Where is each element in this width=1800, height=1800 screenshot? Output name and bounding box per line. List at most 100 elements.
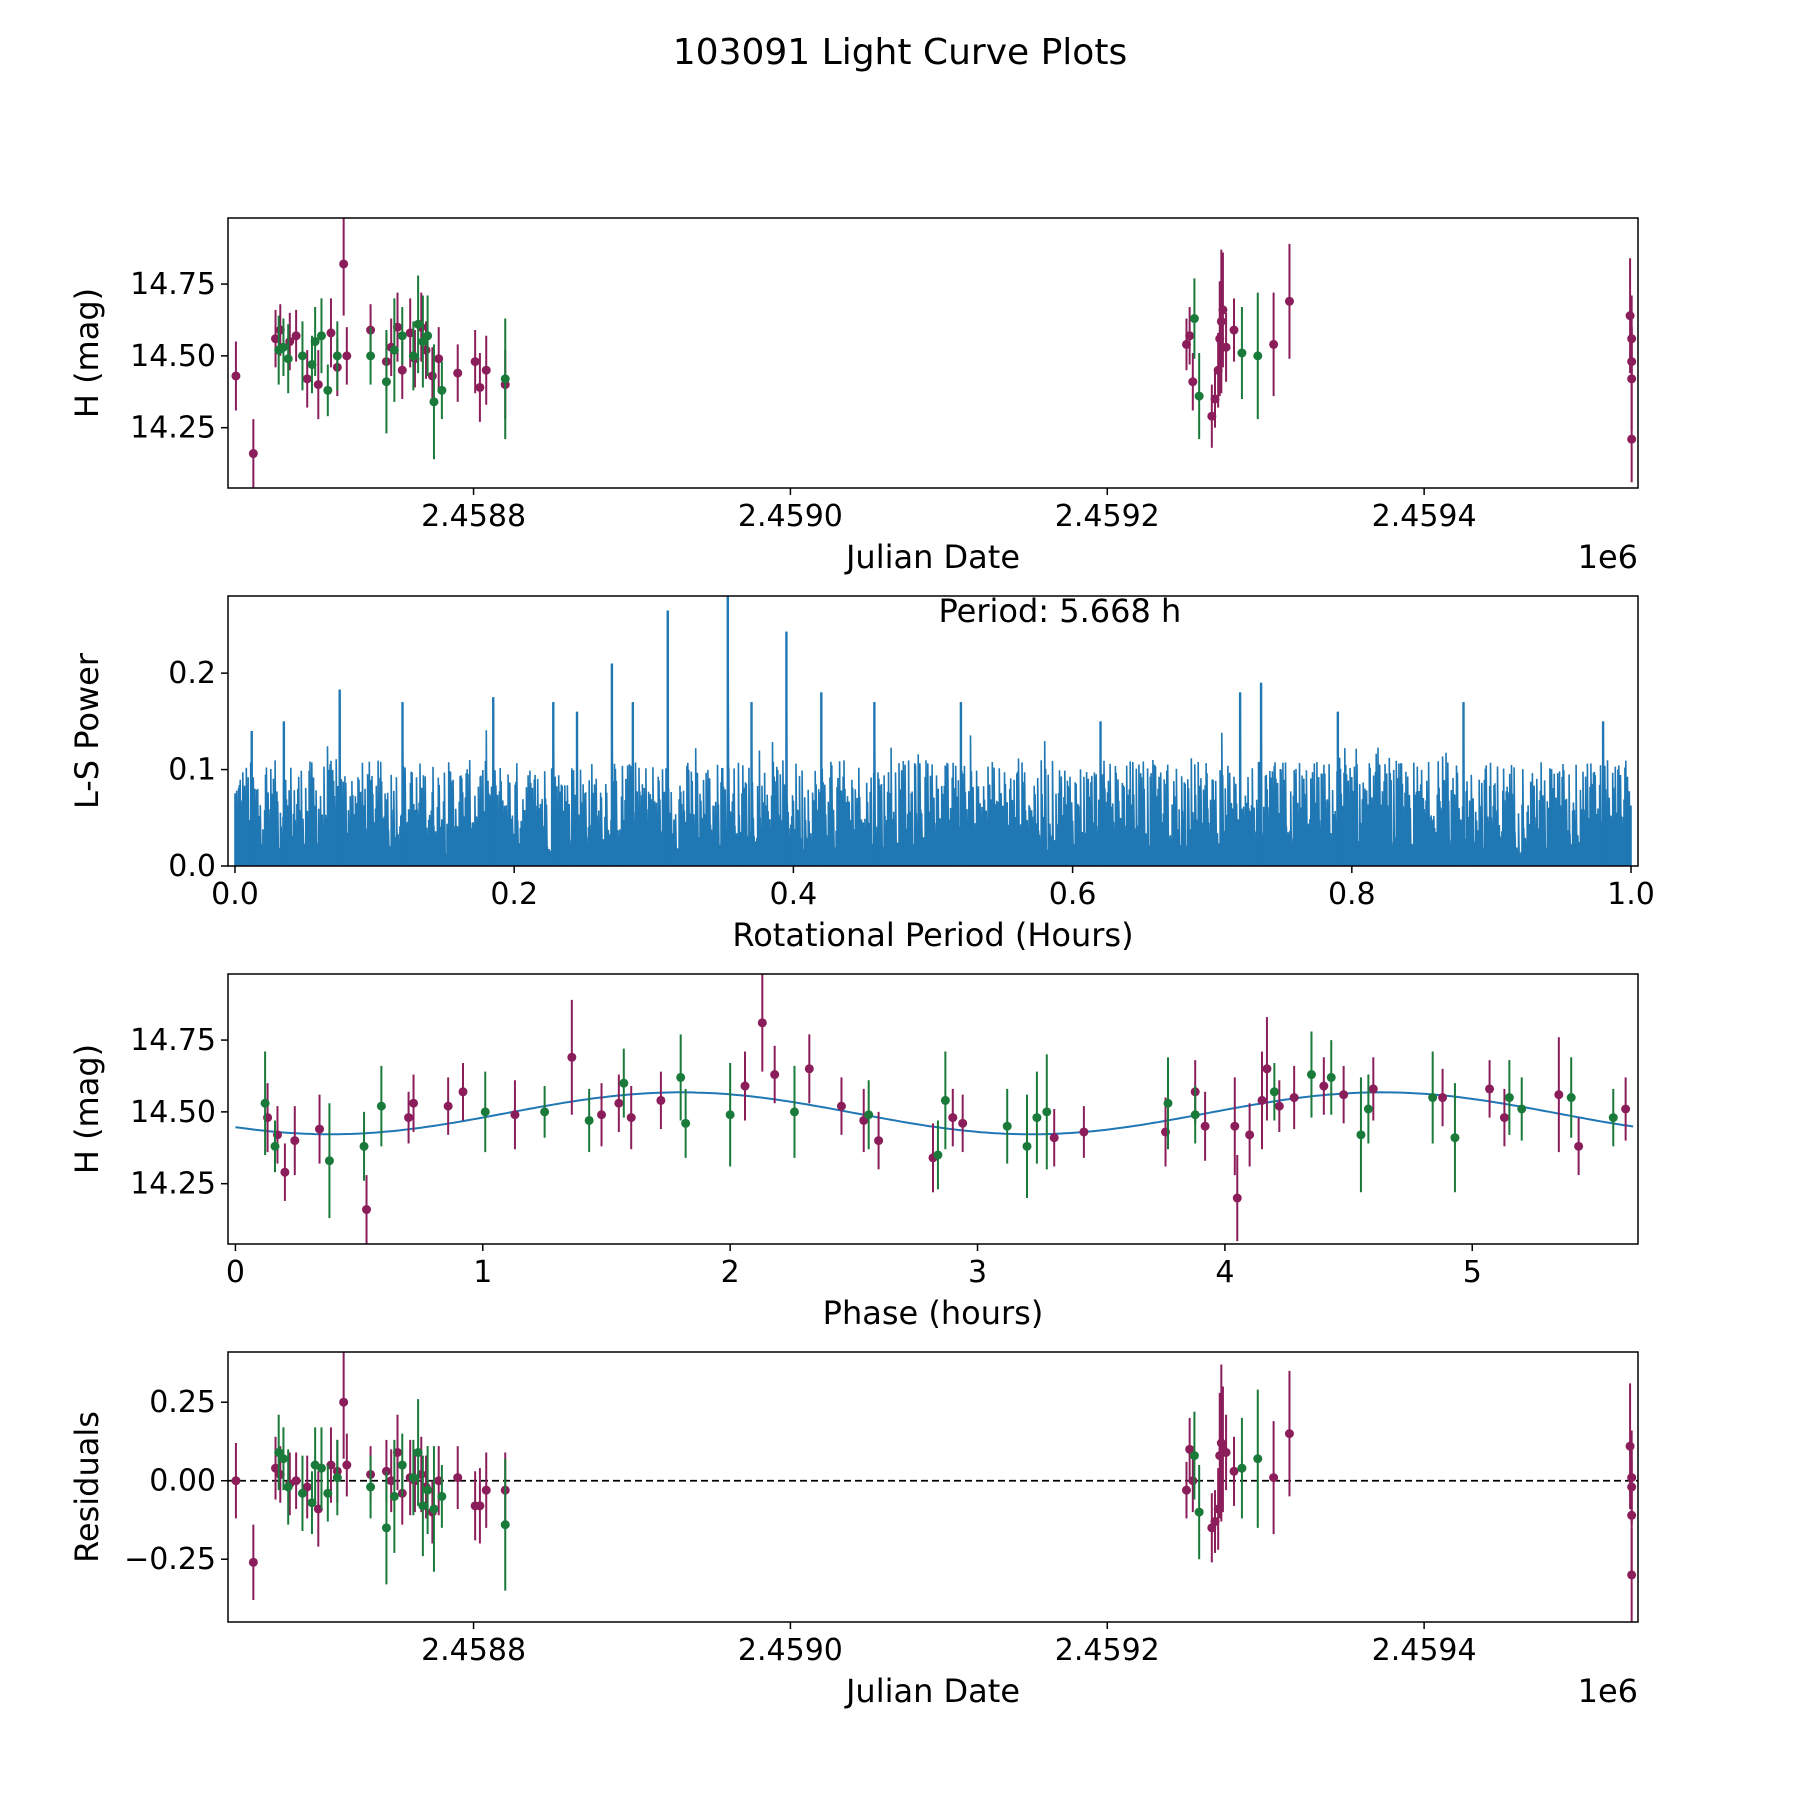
x-offset-label: 1e6: [1578, 1672, 1638, 1710]
data-point: [313, 380, 323, 390]
data-point: [408, 351, 418, 361]
data-point: [1269, 339, 1279, 349]
data-point: [429, 397, 439, 407]
data-point: [1625, 311, 1635, 321]
data-point: [310, 337, 320, 347]
data-point: [948, 1113, 958, 1123]
data-point: [1194, 391, 1204, 401]
phase-folded-panel: 0 1 2 3 4 5 14.25 14.50 14.75 Phase (hours) H (mag…: [68, 973, 1639, 1332]
x-tick-label: 0: [226, 1255, 245, 1290]
data-point: [362, 1205, 372, 1215]
data-point: [1284, 1429, 1294, 1439]
data-point: [381, 1523, 391, 1533]
y-tick-label: 0.0: [168, 849, 216, 884]
data-point: [316, 331, 326, 341]
data-point: [397, 1460, 407, 1470]
x-tick-label: 3: [968, 1255, 987, 1290]
y-tick-label: 14.75: [130, 267, 216, 302]
x-tick-label: 2.4592: [1055, 1633, 1160, 1668]
series-filter-b: [274, 275, 1263, 460]
data-point: [1363, 1104, 1373, 1114]
y-axis-label: Residuals: [68, 1411, 106, 1563]
data-point: [597, 1110, 607, 1120]
data-point: [1517, 1104, 1527, 1114]
data-point: [1237, 1463, 1247, 1473]
data-point: [1621, 1104, 1631, 1114]
data-point: [619, 1078, 629, 1088]
data-point: [302, 374, 312, 384]
x-tick-label: 2.4592: [1055, 499, 1160, 534]
data-point: [1253, 1454, 1263, 1464]
data-point: [1230, 1121, 1240, 1131]
data-point: [389, 345, 399, 355]
data-point: [413, 1447, 423, 1457]
data-point: [626, 1113, 636, 1123]
series-filter-b: [274, 1389, 1263, 1591]
x-tick-label: 1: [473, 1255, 492, 1290]
data-point: [1438, 1093, 1448, 1103]
data-point: [1608, 1113, 1618, 1123]
data-point: [453, 368, 463, 378]
data-point: [231, 1476, 241, 1486]
data-point: [480, 1107, 490, 1117]
data-point: [1185, 331, 1195, 341]
x-tick-label: 2: [721, 1255, 740, 1290]
data-point: [940, 1095, 950, 1105]
data-point: [1253, 351, 1263, 361]
data-point: [248, 449, 258, 459]
data-point: [1269, 1087, 1279, 1097]
data-point: [1189, 314, 1199, 324]
data-point: [291, 1476, 301, 1486]
axes-frame: [227, 973, 1639, 1245]
data-point: [418, 1501, 428, 1511]
data-point: [443, 1101, 453, 1111]
x-axis-label: Phase (hours): [823, 1294, 1044, 1332]
x-tick-label: 5: [1463, 1255, 1482, 1290]
data-point: [324, 1156, 334, 1166]
data-point: [437, 1491, 447, 1501]
data-point: [725, 1110, 735, 1120]
data-point: [280, 1167, 290, 1177]
periodogram-panel: 0.0 0.2 0.4 0.6 0.8 1.0 0.0 0.1 0.2 Rotational Pe…: [68, 592, 1655, 954]
data-point: [1499, 1113, 1509, 1123]
x-tick-label: 2.4594: [1372, 499, 1477, 534]
data-point: [423, 1485, 433, 1495]
data-point: [958, 1118, 968, 1128]
x-offset-label: 1e6: [1578, 538, 1638, 576]
data-point: [1042, 1107, 1052, 1117]
data-point: [316, 1463, 326, 1473]
data-point: [434, 354, 444, 364]
y-tick-label: −0.25: [124, 1542, 216, 1577]
data-point: [1428, 1093, 1438, 1103]
data-point: [1049, 1133, 1059, 1143]
data-point: [1200, 1121, 1210, 1131]
data-point: [297, 351, 307, 361]
y-tick-label: 0.1: [168, 753, 216, 788]
data-point: [614, 1098, 624, 1108]
data-point: [584, 1115, 594, 1125]
data-point: [1356, 1130, 1366, 1140]
data-point: [1257, 1095, 1267, 1105]
x-tick-label: 0.8: [1328, 877, 1376, 912]
data-point: [1194, 1507, 1204, 1517]
data-point: [332, 1473, 342, 1483]
data-point: [740, 1081, 750, 1091]
data-point: [676, 1072, 686, 1082]
data-point: [1190, 1110, 1200, 1120]
data-point: [427, 371, 437, 381]
data-point: [481, 365, 491, 375]
data-point: [1269, 1473, 1279, 1483]
data-point: [1368, 1084, 1378, 1094]
data-point: [475, 1501, 485, 1511]
data-point: [681, 1118, 691, 1128]
data-point: [270, 1141, 280, 1151]
data-point: [381, 377, 391, 387]
series-filter-a: [231, 1352, 1637, 1622]
data-point: [408, 1473, 418, 1483]
x-tick-label: 2.4588: [421, 1633, 526, 1668]
data-point: [1627, 434, 1637, 444]
x-tick-label: 0.4: [770, 877, 818, 912]
data-point: [339, 1397, 349, 1407]
data-point: [359, 1141, 369, 1151]
data-point: [332, 351, 342, 361]
